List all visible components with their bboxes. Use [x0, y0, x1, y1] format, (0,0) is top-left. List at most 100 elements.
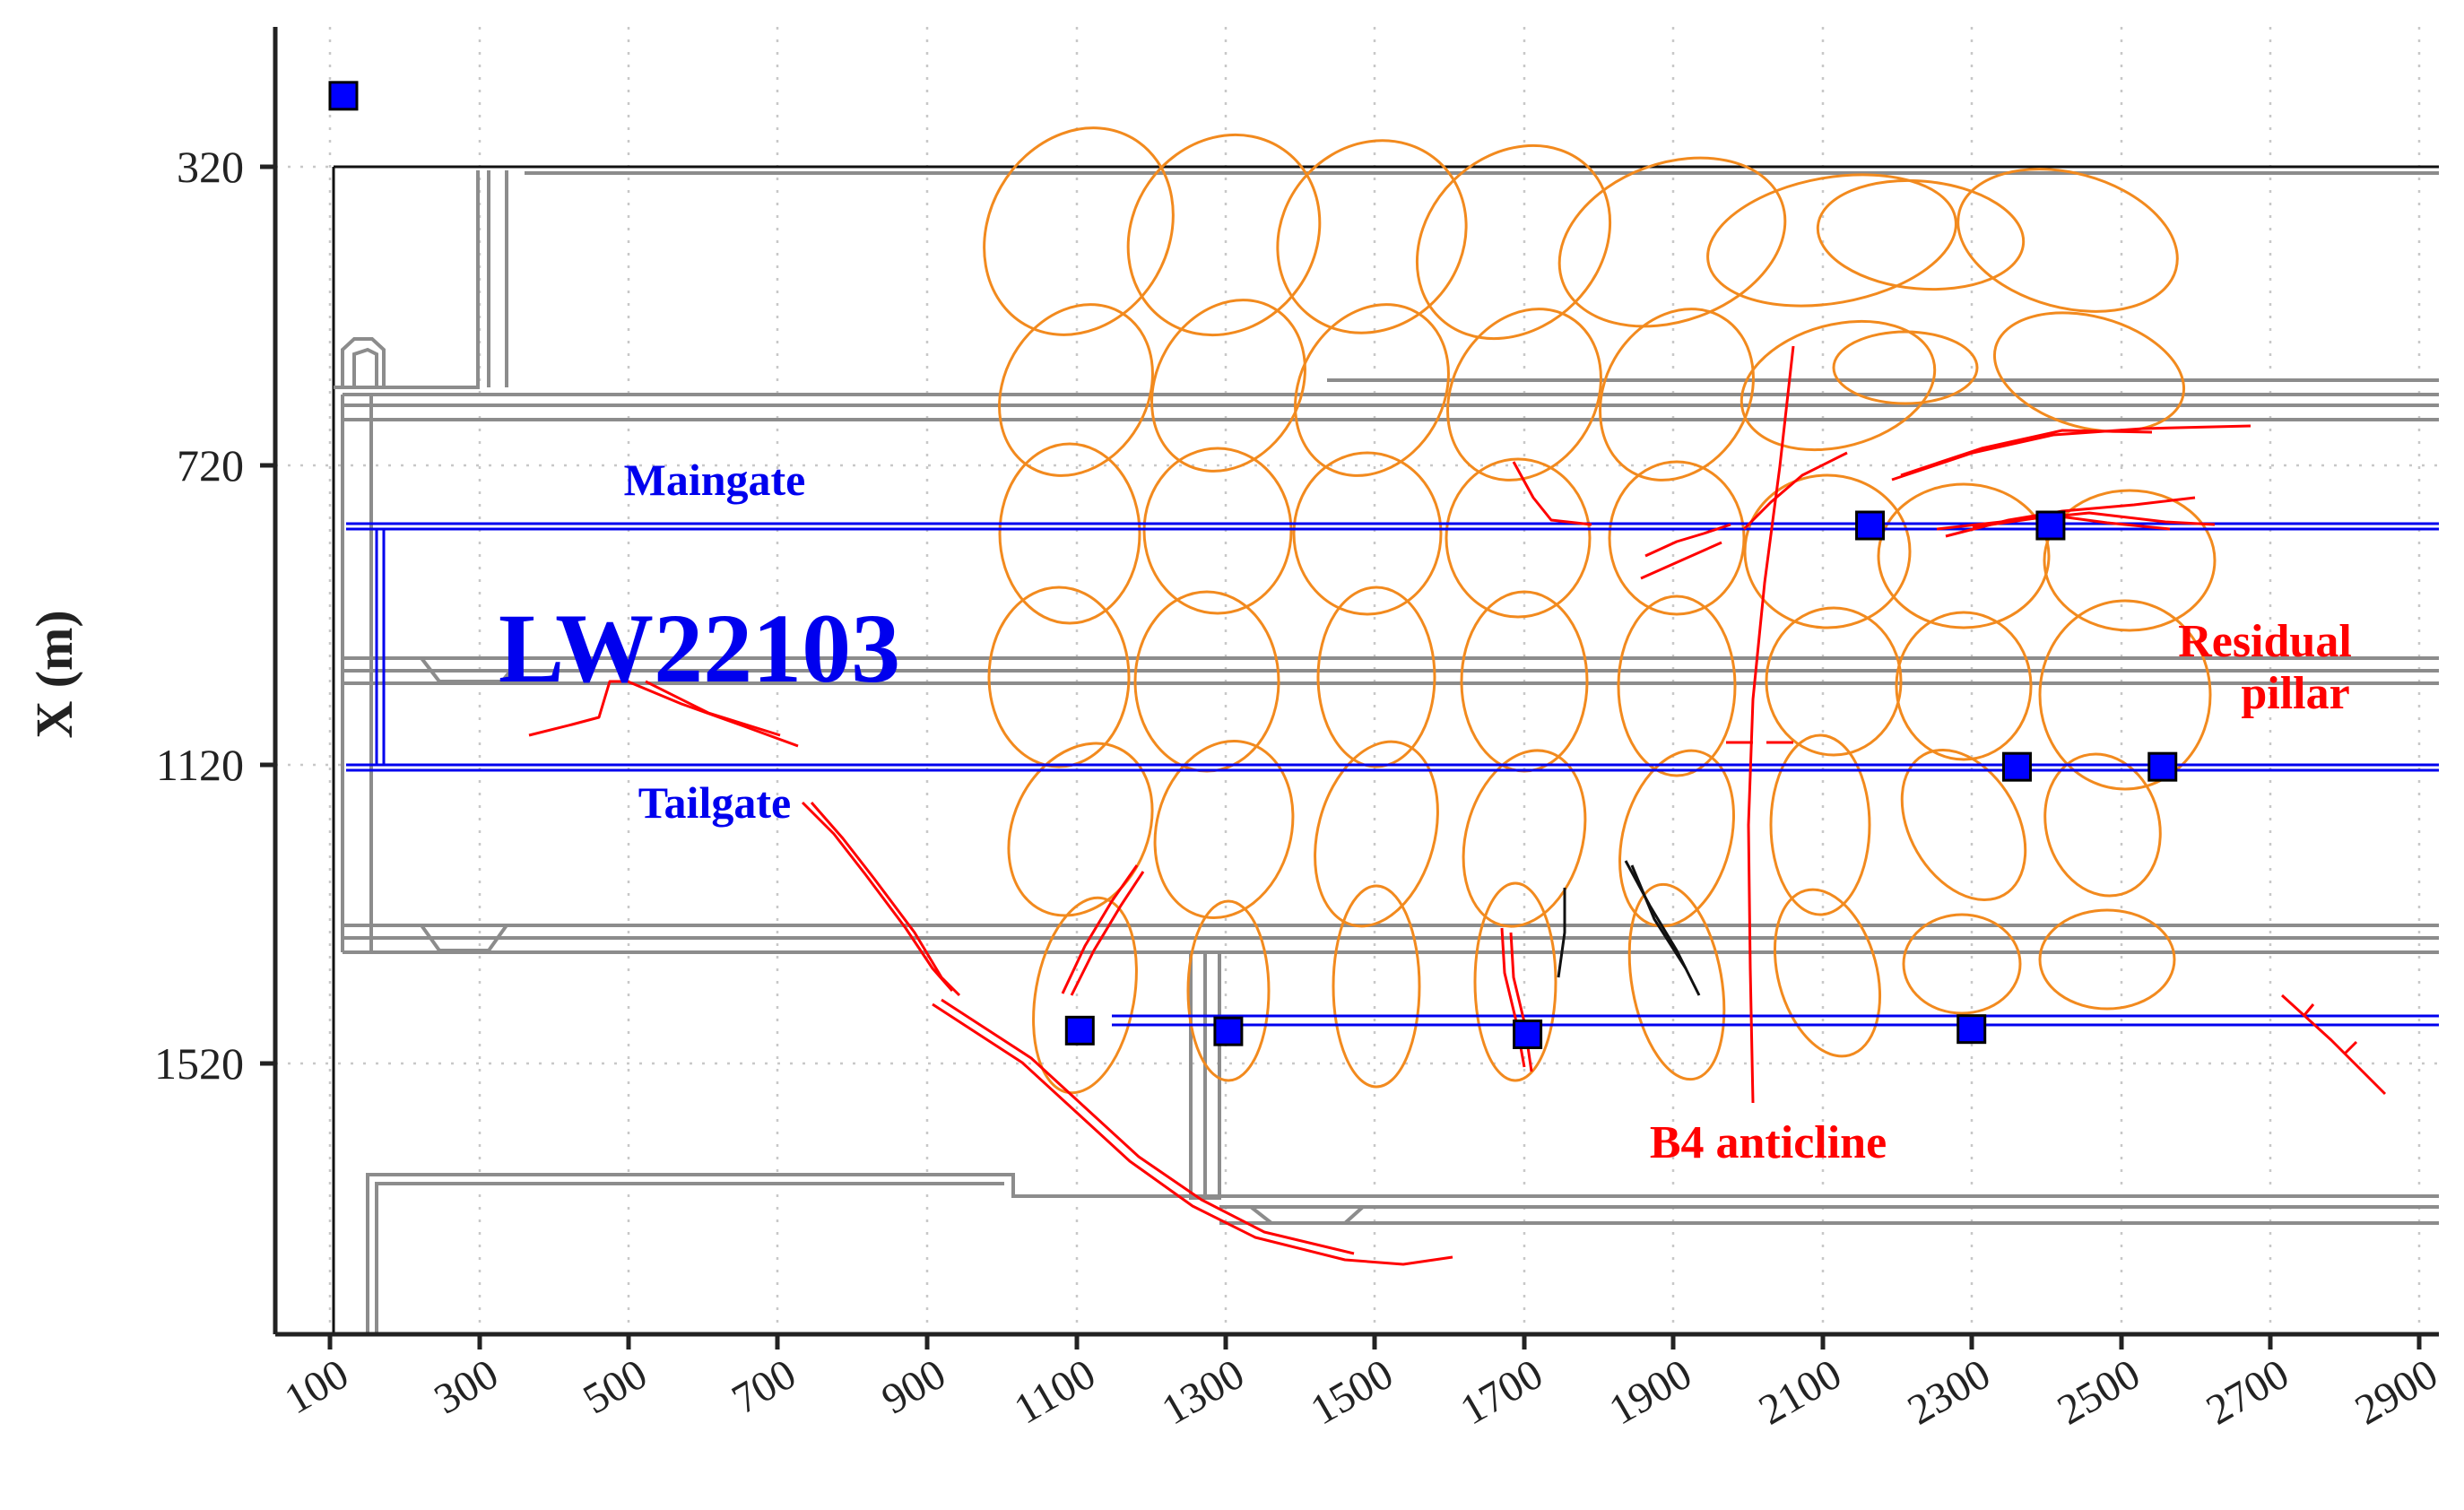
fault-residual-b — [1936, 511, 2216, 531]
fault-tailgate-b — [810, 802, 961, 997]
fault-maingate-a — [1512, 461, 1592, 526]
x-tick-label: 1100 — [1006, 1350, 1103, 1434]
station-marker — [328, 81, 359, 111]
station-marker — [1855, 510, 1886, 541]
ellipse — [1007, 742, 1154, 917]
roadway-band2-wedge — [420, 656, 522, 683]
ellipse — [1294, 303, 1450, 477]
stations-layer — [328, 81, 2178, 1049]
black-fault-a — [1624, 860, 1701, 996]
fault-upper-right-b — [1900, 429, 2153, 477]
fault-lw-left — [528, 680, 628, 737]
ellipse — [1902, 913, 2022, 1015]
ellipse — [1153, 739, 1295, 920]
ellipse — [1126, 133, 1322, 337]
fault-residual-c — [1972, 514, 2171, 531]
stress-ellipses — [983, 126, 2217, 1095]
x-tick-label: 2100 — [1751, 1350, 1850, 1435]
ellipse — [983, 126, 1175, 336]
x-tick-label: 500 — [576, 1350, 655, 1424]
ellipse — [1740, 319, 1937, 452]
fault-lw-right-b — [645, 680, 781, 737]
y-tick-label: 1120 — [156, 740, 244, 790]
ellipse — [2043, 752, 2162, 898]
roadway-hook-2 — [352, 347, 378, 387]
residual-pillar-label-1: Residual — [2178, 616, 2352, 667]
x-tick-label: 300 — [427, 1350, 507, 1424]
faults — [528, 345, 2387, 1266]
x-tick-label: 2500 — [2050, 1350, 2148, 1435]
station-marker — [1213, 1016, 1244, 1046]
maingate-label: Maingate — [624, 455, 806, 505]
ellipse — [1765, 606, 1903, 757]
ellipse — [1032, 896, 1138, 1095]
ellipse — [1769, 733, 1871, 916]
ellipse — [1150, 299, 1306, 473]
x-tick-label: 1300 — [1154, 1350, 1253, 1435]
fault-lower-left-b — [1070, 871, 1145, 996]
ellipse — [1618, 749, 1735, 928]
ellipse — [1316, 586, 1436, 768]
station-marker — [2035, 510, 2066, 541]
station-marker — [1956, 1014, 1987, 1045]
ellipse — [1142, 447, 1293, 615]
ellipse — [1462, 749, 1587, 928]
roadway-hook — [341, 337, 386, 387]
y-tick-label: 1520 — [154, 1038, 244, 1089]
tailgate-label: Tailgate — [638, 777, 791, 828]
fault-long-b — [941, 998, 1355, 1255]
x-tick-label: 1900 — [1601, 1350, 1700, 1435]
roadway-lower-left — [366, 1173, 2439, 1334]
ellipse — [1773, 888, 1882, 1058]
ellipse — [1617, 594, 1737, 777]
black-fault-b — [1630, 864, 1687, 969]
roadway-band3-wedge — [420, 924, 508, 952]
panel-label: LW22103 — [499, 594, 900, 703]
x-tick-label: 900 — [874, 1350, 954, 1424]
ellipse — [1332, 884, 1421, 1089]
gates — [346, 522, 2439, 1027]
x-tick-label: 1500 — [1303, 1350, 1401, 1435]
roadway-lower-wedge — [1249, 1205, 1365, 1225]
fault-lower-right-tick-b — [2343, 1040, 2358, 1055]
ellipse — [1276, 139, 1468, 334]
ellipse — [1832, 330, 1979, 405]
ellipse — [1895, 611, 2033, 761]
ellipse — [1992, 311, 2186, 433]
fault-lower-left-a — [1061, 864, 1139, 994]
y-tick-label: 320 — [177, 142, 244, 192]
ellipse — [1608, 460, 1746, 616]
ellipse — [1292, 451, 1443, 616]
station-marker — [2001, 751, 2032, 782]
fault-upper-right-a — [1891, 424, 2251, 482]
ellipse — [1473, 881, 1557, 1082]
fault-maingate-c — [1640, 541, 1722, 580]
mine-boundary — [332, 165, 2439, 1334]
roadway-lower-left-2 — [375, 1182, 1004, 1334]
ellipse — [1445, 457, 1592, 619]
station-marker — [1064, 1015, 1095, 1046]
y-tick-labels: 320 720 1120 1520 — [154, 142, 244, 1089]
x-tick-label: 100 — [277, 1350, 357, 1424]
ellipse — [1415, 143, 1612, 341]
y-axis-label: X (m) — [25, 610, 83, 738]
ellipse — [1956, 168, 2179, 313]
station-marker — [2147, 751, 2178, 782]
ellipse — [998, 442, 1141, 625]
y-tick-label: 720 — [177, 440, 244, 490]
residual-pillar-label-2: pillar — [2241, 668, 2349, 719]
fault-long-a — [932, 1002, 1453, 1266]
fault-anticline — [1747, 345, 1795, 1104]
station-marker — [1513, 1020, 1543, 1049]
ellipse — [1900, 748, 2027, 902]
ellipse — [987, 586, 1131, 768]
anticline-label: B4 anticline — [1650, 1117, 1887, 1168]
ellipse — [1599, 308, 1755, 482]
fault-tailgate-a — [801, 801, 954, 992]
roadways — [334, 170, 2439, 1334]
x-tick-label: 700 — [724, 1350, 804, 1424]
ellipse — [1816, 178, 2026, 291]
black-fault-c — [1557, 888, 1566, 978]
ellipse — [1743, 473, 1912, 629]
